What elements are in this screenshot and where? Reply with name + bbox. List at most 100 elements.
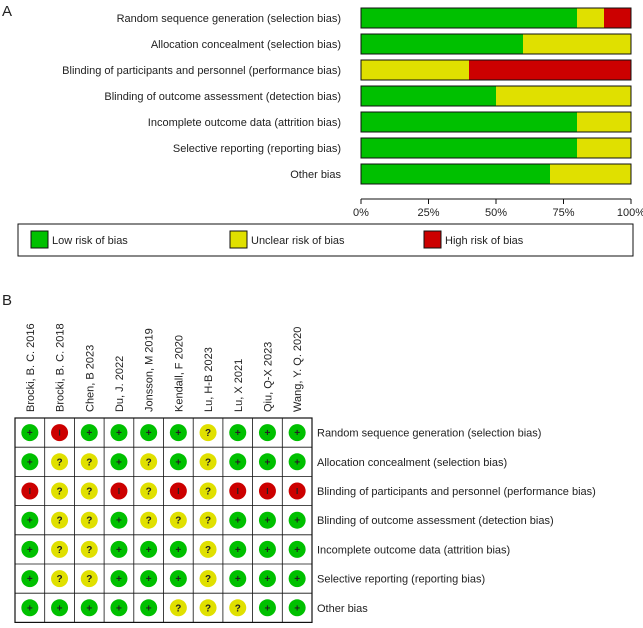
judgement-dot <box>169 570 187 588</box>
plus-mark: + <box>235 428 241 439</box>
study-label-brocki-b-c-2016: Brocki, B. C. 2016 <box>25 323 37 412</box>
question-mark: ? <box>56 457 62 468</box>
judgement-dot <box>110 540 128 558</box>
study-label-lu-h-b-2023: Lu, H-B 2023 <box>203 347 215 412</box>
judgement-low-qiu-q-x-2023-4: + <box>258 511 276 529</box>
judgement-dot <box>51 511 69 529</box>
judgement-unclear-lu-h-b-2023-1: ? <box>199 424 217 442</box>
judgement-dot <box>80 540 98 558</box>
judgement-low-jonsson-m-2019-5: + <box>140 540 158 558</box>
bar-outline-1 <box>360 7 632 29</box>
judgement-dot <box>229 511 247 529</box>
question-mark: ? <box>235 603 241 614</box>
judgement-low-wang-y-q-2020-4: + <box>288 511 306 529</box>
question-mark: ? <box>205 516 211 527</box>
judgement-unclear-brocki-b-c-2018-5: ? <box>51 540 69 558</box>
judgement-high-qiu-q-x-2023-3 <box>258 482 276 500</box>
plus-mark: + <box>27 545 33 556</box>
plus-mark: + <box>116 516 122 527</box>
bar-segment-high-risk-of-bias-1 <box>604 8 631 28</box>
judgement-dot <box>80 424 98 442</box>
category-label-selective-reporting-reporting-bias: Selective reporting (reporting bias) <box>173 143 341 155</box>
risk-of-bias-grid: Brocki, B. C. 2016 Brocki, B. C. 2018 Chen… <box>14 323 596 623</box>
bar-outline-2 <box>360 33 632 55</box>
judgement-low-kendall-f-2020-1: + <box>169 424 187 442</box>
study-label-wang-y-q-2020: Wang, Y. Q. 2020 <box>292 327 304 412</box>
judgement-low-chen-b-2023-7: + <box>80 599 98 617</box>
plus-mark: + <box>294 428 300 439</box>
study-label-kendall-f-2020: Kendall, F 2020 <box>173 335 185 412</box>
judgement-dot <box>140 424 158 442</box>
study-label-chen-b-2023: Chen, B 2023 <box>84 345 96 412</box>
category-label-other-bias: Other bias <box>290 169 341 181</box>
plus-mark: + <box>27 428 33 439</box>
plus-mark: + <box>146 545 152 556</box>
plus-mark: + <box>27 516 33 527</box>
bar-segment-high-risk-of-bias-3 <box>469 60 631 80</box>
judgement-dot <box>140 453 158 471</box>
judgement-unclear-chen-b-2023-2: ? <box>80 453 98 471</box>
judgement-dot <box>199 540 217 558</box>
bar-segment-unclear-risk-of-bias-5 <box>577 112 631 132</box>
judgement-dot <box>21 599 39 617</box>
judgement-dot <box>169 599 187 617</box>
bar-outline-4 <box>360 85 632 107</box>
judgement-low-jonsson-m-2019-6: + <box>140 570 158 588</box>
question-mark: ? <box>86 545 92 556</box>
domain-label-blinding-of-participants-and-personnel-performance-bias: Blinding of participants and personnel (… <box>317 486 596 498</box>
legend-label-unclear-risk-of-bias: Unclear risk of bias <box>251 235 345 247</box>
judgement-low-lu-x-2021-2: + <box>229 453 247 471</box>
judgement-low-brocki-b-c-2016-6: + <box>21 570 39 588</box>
judgement-unclear-chen-b-2023-5: ? <box>80 540 98 558</box>
judgement-low-brocki-b-c-2016-2: + <box>21 453 39 471</box>
domain-label-allocation-concealment-selection-bias: Allocation concealment (selection bias) <box>317 457 507 469</box>
x-tick-label: 75% <box>552 207 574 219</box>
judgement-low-wang-y-q-2020-6: + <box>288 570 306 588</box>
question-mark: ? <box>56 516 62 527</box>
judgement-low-lu-x-2021-6: + <box>229 570 247 588</box>
plus-mark: + <box>146 428 152 439</box>
question-mark: ? <box>86 516 92 527</box>
judgement-dot <box>258 511 276 529</box>
judgement-unclear-jonsson-m-2019-4: ? <box>140 511 158 529</box>
judgement-high-kendall-f-2020-3 <box>169 482 187 500</box>
judgement-dot <box>199 599 217 617</box>
judgement-dot <box>199 482 217 500</box>
bar-segment-unclear-risk-of-bias-3 <box>361 60 469 80</box>
judgement-dot <box>288 453 306 471</box>
judgement-dot <box>288 599 306 617</box>
category-label-random-sequence-generation-selection-bias: Random sequence generation (selection bi… <box>117 13 341 25</box>
plus-mark: + <box>116 457 122 468</box>
plus-mark: + <box>116 574 122 585</box>
judgement-low-wang-y-q-2020-5: + <box>288 540 306 558</box>
plus-mark: + <box>265 457 271 468</box>
plus-mark: + <box>86 603 92 614</box>
plus-mark: + <box>294 457 300 468</box>
judgement-dot <box>229 453 247 471</box>
question-mark: ? <box>205 457 211 468</box>
question-mark: ? <box>205 487 211 498</box>
judgement-dot <box>80 482 98 500</box>
domain-label-selective-reporting-reporting-bias: Selective reporting (reporting bias) <box>317 574 485 586</box>
judgement-low-kendall-f-2020-2: + <box>169 453 187 471</box>
judgement-dot <box>110 599 128 617</box>
judgement-dot <box>140 511 158 529</box>
judgement-unclear-brocki-b-c-2018-6: ? <box>51 570 69 588</box>
judgement-dot <box>80 570 98 588</box>
judgement-dot <box>169 540 187 558</box>
judgement-dot <box>140 599 158 617</box>
question-mark: ? <box>86 487 92 498</box>
judgement-low-lu-x-2021-1: + <box>229 424 247 442</box>
plus-mark: + <box>57 603 63 614</box>
judgement-unclear-lu-h-b-2023-4: ? <box>199 511 217 529</box>
judgement-unclear-lu-h-b-2023-7: ? <box>199 599 217 617</box>
judgement-low-qiu-q-x-2023-7: + <box>258 599 276 617</box>
bar-segment-low-risk-of-bias-2 <box>361 34 523 54</box>
plus-mark: + <box>294 516 300 527</box>
judgement-dot <box>140 482 158 500</box>
judgement-unclear-brocki-b-c-2018-2: ? <box>51 453 69 471</box>
plus-mark: + <box>175 428 181 439</box>
judgement-high-brocki-b-c-2016-3 <box>21 482 39 500</box>
judgement-low-kendall-f-2020-6: + <box>169 570 187 588</box>
